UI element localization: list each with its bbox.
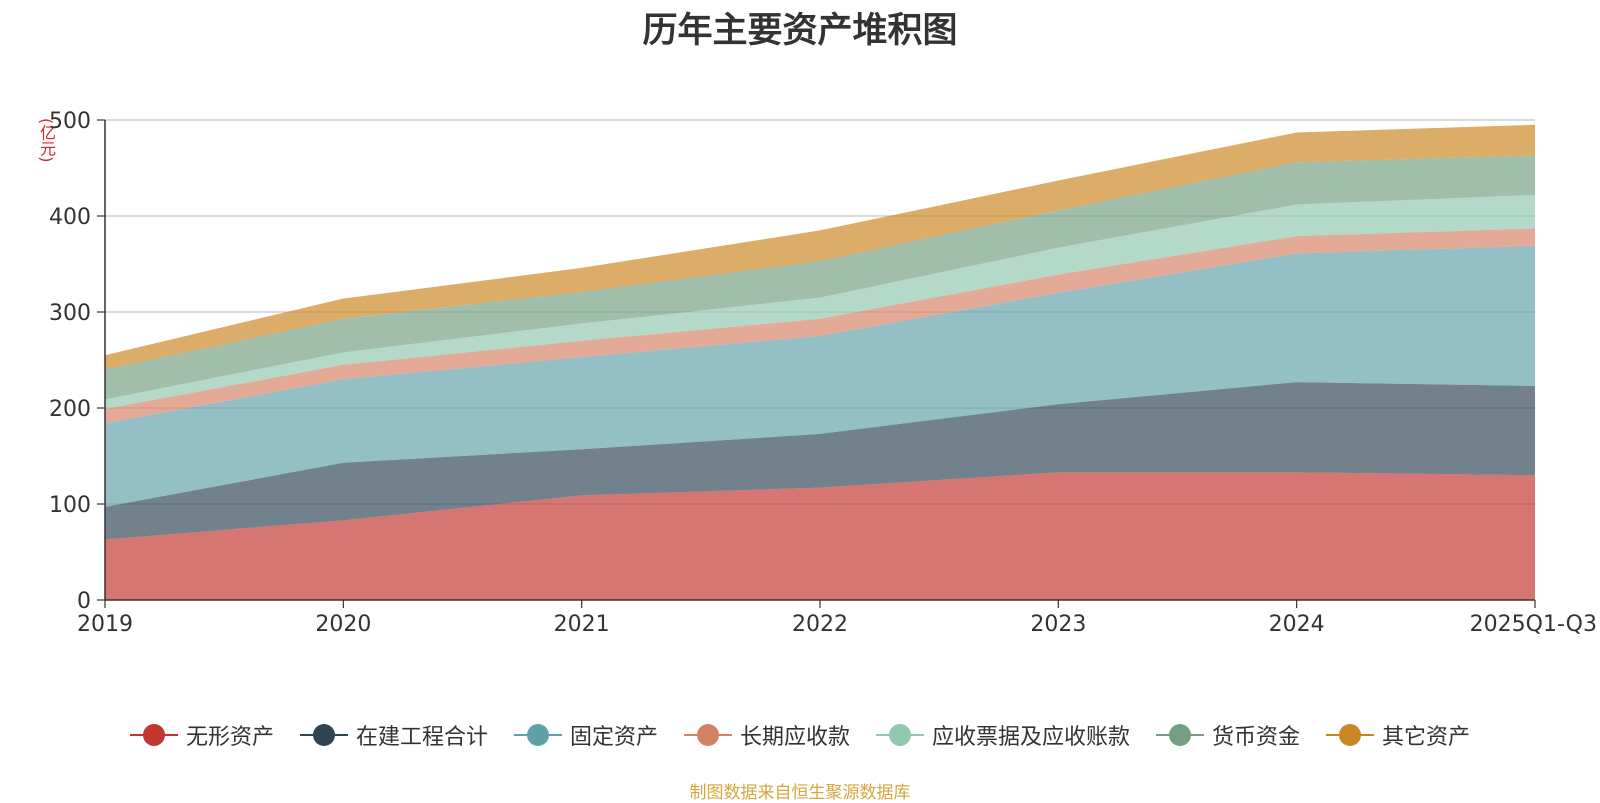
x-tick-label: 2021 — [554, 612, 610, 637]
legend-item-5[interactable]: 应收票据及应收账款 — [876, 719, 1130, 751]
legend-label: 应收票据及应收账款 — [932, 725, 1131, 750]
legend-label: 固定资产 — [569, 725, 658, 750]
legend-label: 货币资金 — [1212, 725, 1301, 750]
legend-dot — [1339, 724, 1362, 746]
area-series-3 — [105, 245, 1535, 507]
legend: 无形资产 在建工程合计 固定资产 长期应收款 应收票据及应收账款 货币资金 其它资产 — [0, 718, 1600, 752]
legend-item-1[interactable]: 无形资产 — [129, 719, 274, 751]
y-tick-label: 0 — [77, 589, 91, 614]
y-tick-label: 300 — [49, 301, 91, 326]
legend-label: 无形资产 — [185, 725, 274, 750]
legend-marker — [299, 723, 348, 747]
x-tick-label: 2023 — [1030, 612, 1086, 637]
area-series-5 — [105, 194, 1535, 409]
x-tick-label: 2022 — [792, 612, 848, 637]
legend-marker — [1156, 723, 1205, 747]
legend-dot — [889, 724, 911, 746]
legend-marker — [876, 723, 924, 747]
legend-item-6[interactable]: 货币资金 — [1156, 719, 1300, 751]
legend-marker — [129, 723, 178, 747]
x-tick-label: 2020 — [315, 612, 371, 637]
y-tick-label: 400 — [49, 205, 91, 230]
legend-dot — [142, 724, 165, 746]
axes: 0 100 200 300 400 500 2019 2020 2021 2022 2023 2024… — [49, 109, 1597, 637]
chart-title: 历年主要资产堆积图 — [642, 11, 958, 51]
legend-item-7[interactable]: 其它资产 — [1326, 719, 1470, 751]
legend-marker — [683, 723, 732, 747]
legend-item-3[interactable]: 固定资产 — [513, 719, 658, 751]
legend-label: 在建工程合计 — [355, 725, 488, 750]
y-tick-label: 100 — [49, 493, 91, 518]
area-series-7 — [105, 124, 1535, 370]
legend-label: 长期应收款 — [739, 725, 850, 750]
legend-dot — [696, 724, 719, 746]
area-series-layer — [105, 124, 1535, 600]
area-series-6 — [105, 155, 1535, 400]
y-tick-label: 200 — [49, 397, 91, 422]
legend-item-4[interactable]: 长期应收款 — [683, 719, 850, 751]
legend-marker — [1326, 723, 1375, 747]
x-tick-label: 2025Q1-Q3 — [1470, 612, 1597, 637]
stacked-area-chart: 0 100 200 300 400 500 2019 2020 2021 2022 2023 2024… — [49, 109, 1597, 637]
legend-dot — [1169, 724, 1192, 746]
y-axis-unit-label: (亿元) — [37, 118, 56, 163]
legend-dot — [526, 724, 549, 746]
source-note: 制图数据来自恒生聚源数据库 — [689, 783, 911, 803]
area-series-1 — [105, 472, 1535, 600]
area-series-2 — [105, 382, 1535, 540]
x-tick-label: 2019 — [77, 612, 133, 637]
legend-marker — [513, 723, 562, 747]
legend-label: 其它资产 — [1382, 725, 1471, 750]
legend-item-2[interactable]: 在建工程合计 — [299, 719, 488, 751]
legend-dot — [312, 724, 335, 746]
y-tick-label: 500 — [49, 109, 91, 134]
x-tick-label: 2024 — [1269, 612, 1325, 637]
area-series-4 — [105, 228, 1535, 424]
